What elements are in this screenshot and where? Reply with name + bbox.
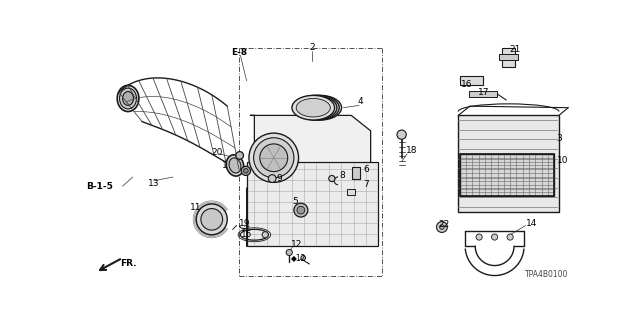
Circle shape bbox=[249, 133, 298, 182]
Ellipse shape bbox=[292, 95, 335, 120]
Circle shape bbox=[244, 169, 248, 173]
Circle shape bbox=[301, 256, 305, 260]
Text: 12: 12 bbox=[291, 240, 302, 249]
Ellipse shape bbox=[296, 99, 330, 117]
Circle shape bbox=[329, 175, 335, 182]
Circle shape bbox=[241, 166, 250, 175]
Text: 13: 13 bbox=[148, 179, 160, 188]
Text: 15: 15 bbox=[241, 230, 253, 239]
Circle shape bbox=[297, 206, 305, 214]
Text: 22: 22 bbox=[438, 220, 449, 229]
Ellipse shape bbox=[229, 158, 241, 173]
Text: 17: 17 bbox=[478, 88, 490, 97]
Bar bbox=[460, 76, 483, 85]
Text: B-1-5: B-1-5 bbox=[86, 182, 113, 191]
Text: FR.: FR. bbox=[120, 259, 137, 268]
Ellipse shape bbox=[299, 95, 342, 120]
Circle shape bbox=[236, 152, 244, 159]
Text: 21: 21 bbox=[509, 45, 521, 54]
Text: 16: 16 bbox=[461, 80, 473, 89]
Text: 2: 2 bbox=[309, 43, 315, 52]
Circle shape bbox=[294, 203, 308, 217]
Bar bbox=[246, 162, 378, 246]
Circle shape bbox=[262, 232, 268, 238]
Bar bbox=[348, 189, 355, 196]
Bar bbox=[460, 154, 554, 196]
Bar bbox=[469, 91, 497, 97]
Text: 9: 9 bbox=[277, 174, 283, 183]
Text: 11: 11 bbox=[190, 203, 202, 212]
Circle shape bbox=[507, 234, 513, 240]
Circle shape bbox=[397, 130, 406, 139]
Circle shape bbox=[201, 209, 223, 230]
Circle shape bbox=[476, 234, 482, 240]
Ellipse shape bbox=[117, 85, 139, 112]
Circle shape bbox=[260, 144, 288, 172]
Bar bbox=[458, 116, 559, 212]
Circle shape bbox=[436, 222, 447, 232]
Circle shape bbox=[253, 138, 294, 178]
Ellipse shape bbox=[123, 92, 134, 105]
Text: E-8: E-8 bbox=[231, 48, 247, 57]
Ellipse shape bbox=[296, 95, 339, 120]
Text: 6: 6 bbox=[364, 165, 369, 174]
Bar bbox=[499, 54, 518, 60]
Text: 19: 19 bbox=[239, 219, 250, 228]
Text: 14: 14 bbox=[525, 219, 537, 228]
Bar bbox=[460, 154, 554, 196]
Text: 8: 8 bbox=[340, 171, 346, 180]
Bar bbox=[352, 167, 360, 179]
Text: 5: 5 bbox=[292, 197, 298, 206]
Ellipse shape bbox=[294, 95, 337, 120]
Ellipse shape bbox=[298, 99, 333, 117]
Circle shape bbox=[286, 249, 292, 256]
Text: 7: 7 bbox=[363, 180, 369, 189]
Ellipse shape bbox=[120, 88, 136, 109]
Polygon shape bbox=[246, 116, 371, 246]
Circle shape bbox=[440, 225, 444, 229]
Text: TPA4B0100: TPA4B0100 bbox=[525, 270, 568, 279]
Text: 20: 20 bbox=[212, 148, 223, 157]
Text: 3: 3 bbox=[557, 134, 563, 143]
Text: ◆12: ◆12 bbox=[291, 253, 306, 262]
Ellipse shape bbox=[303, 99, 337, 117]
Circle shape bbox=[492, 234, 498, 240]
Ellipse shape bbox=[301, 99, 335, 117]
Circle shape bbox=[268, 175, 276, 182]
Circle shape bbox=[196, 204, 227, 235]
Text: 18: 18 bbox=[406, 146, 417, 155]
Bar bbox=[502, 48, 515, 67]
Ellipse shape bbox=[227, 155, 244, 176]
Text: 10: 10 bbox=[557, 156, 568, 164]
Text: 1: 1 bbox=[222, 161, 228, 170]
Text: 4: 4 bbox=[358, 97, 363, 106]
